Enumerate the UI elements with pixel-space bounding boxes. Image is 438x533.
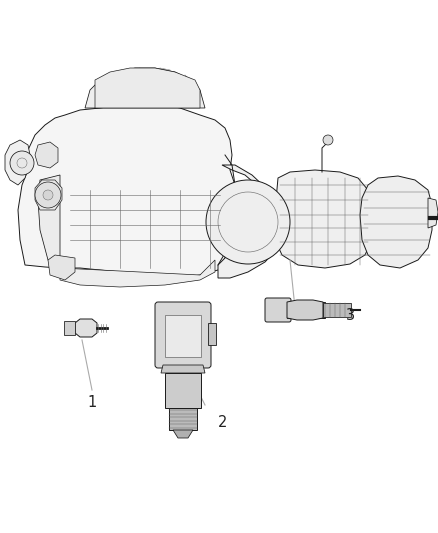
Polygon shape [95,68,200,108]
Polygon shape [85,68,205,108]
Bar [165,315,201,357]
Circle shape [10,151,34,175]
Polygon shape [64,321,75,335]
FancyBboxPatch shape [155,302,211,368]
Text: 2: 2 [218,415,227,430]
Polygon shape [360,176,432,268]
Polygon shape [428,198,438,228]
Polygon shape [173,430,193,438]
Polygon shape [75,319,97,337]
Circle shape [43,190,53,200]
Polygon shape [38,175,60,268]
Bar [169,408,197,430]
Polygon shape [161,365,205,373]
Polygon shape [287,300,323,320]
Circle shape [35,182,61,208]
Bar [165,373,201,408]
Text: 1: 1 [87,395,97,410]
Bar [208,323,216,345]
Polygon shape [48,255,75,280]
Bar [323,303,351,317]
Circle shape [323,135,333,145]
Polygon shape [218,165,280,278]
FancyBboxPatch shape [265,298,291,322]
Polygon shape [60,260,215,287]
Circle shape [206,180,290,264]
Polygon shape [35,142,58,168]
Polygon shape [5,140,30,185]
Text: 3: 3 [346,309,355,324]
Bar [287,302,325,318]
Polygon shape [274,170,372,268]
Polygon shape [18,103,238,278]
Polygon shape [35,180,62,210]
